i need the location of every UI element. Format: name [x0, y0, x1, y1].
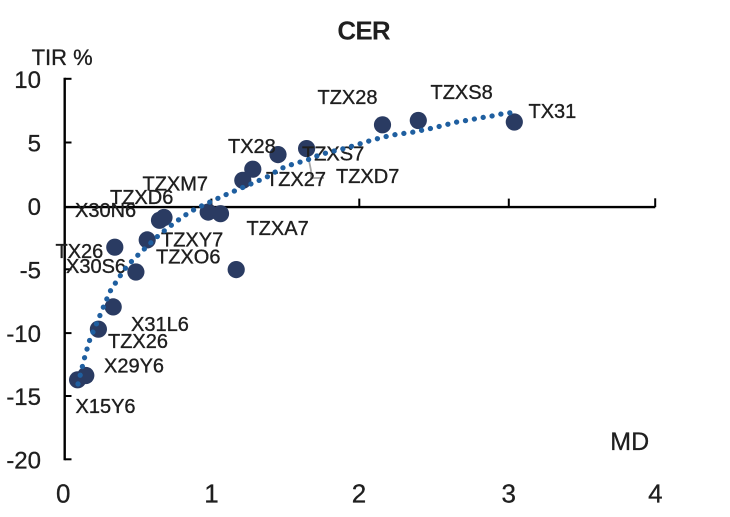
svg-text:TX31: TX31	[529, 101, 577, 123]
svg-text:X15Y6: X15Y6	[76, 396, 136, 418]
svg-text:4: 4	[648, 479, 662, 509]
svg-text:TZXS7: TZXS7	[302, 144, 364, 166]
svg-text:X30N6: X30N6	[75, 200, 136, 222]
svg-text:TZX28: TZX28	[318, 87, 378, 109]
svg-text:-10: -10	[6, 321, 41, 348]
svg-text:X29Y6: X29Y6	[104, 356, 164, 378]
svg-text:-5: -5	[20, 257, 41, 284]
svg-text:5: 5	[28, 131, 41, 158]
svg-text:0: 0	[28, 194, 41, 221]
svg-text:CER: CER	[337, 16, 391, 46]
svg-text:TZX26: TZX26	[108, 331, 168, 353]
svg-text:-20: -20	[6, 447, 41, 474]
svg-text:-15: -15	[6, 384, 41, 411]
svg-text:TZXO6: TZXO6	[156, 247, 220, 269]
svg-text:TZXM7: TZXM7	[143, 174, 209, 196]
svg-text:3: 3	[501, 479, 515, 509]
svg-text:TIR %: TIR %	[32, 45, 93, 70]
svg-text:X30S6: X30S6	[66, 256, 126, 278]
svg-text:TZXY7: TZXY7	[161, 230, 223, 252]
svg-text:1: 1	[204, 479, 218, 509]
svg-text:2: 2	[352, 479, 366, 509]
svg-text:TZXS8: TZXS8	[431, 82, 493, 104]
svg-text:TZXD7: TZXD7	[336, 166, 399, 188]
svg-text:TZXA7: TZXA7	[247, 218, 309, 240]
svg-text:10: 10	[14, 67, 41, 94]
svg-text:TX26: TX26	[56, 241, 104, 263]
svg-text:TZXD6: TZXD6	[110, 187, 173, 209]
svg-text:TX28: TX28	[228, 136, 276, 158]
svg-text:TZX27: TZX27	[266, 169, 326, 191]
svg-text:X31L6: X31L6	[131, 314, 189, 336]
svg-text:0: 0	[56, 479, 70, 509]
svg-text:MD: MD	[610, 428, 649, 456]
